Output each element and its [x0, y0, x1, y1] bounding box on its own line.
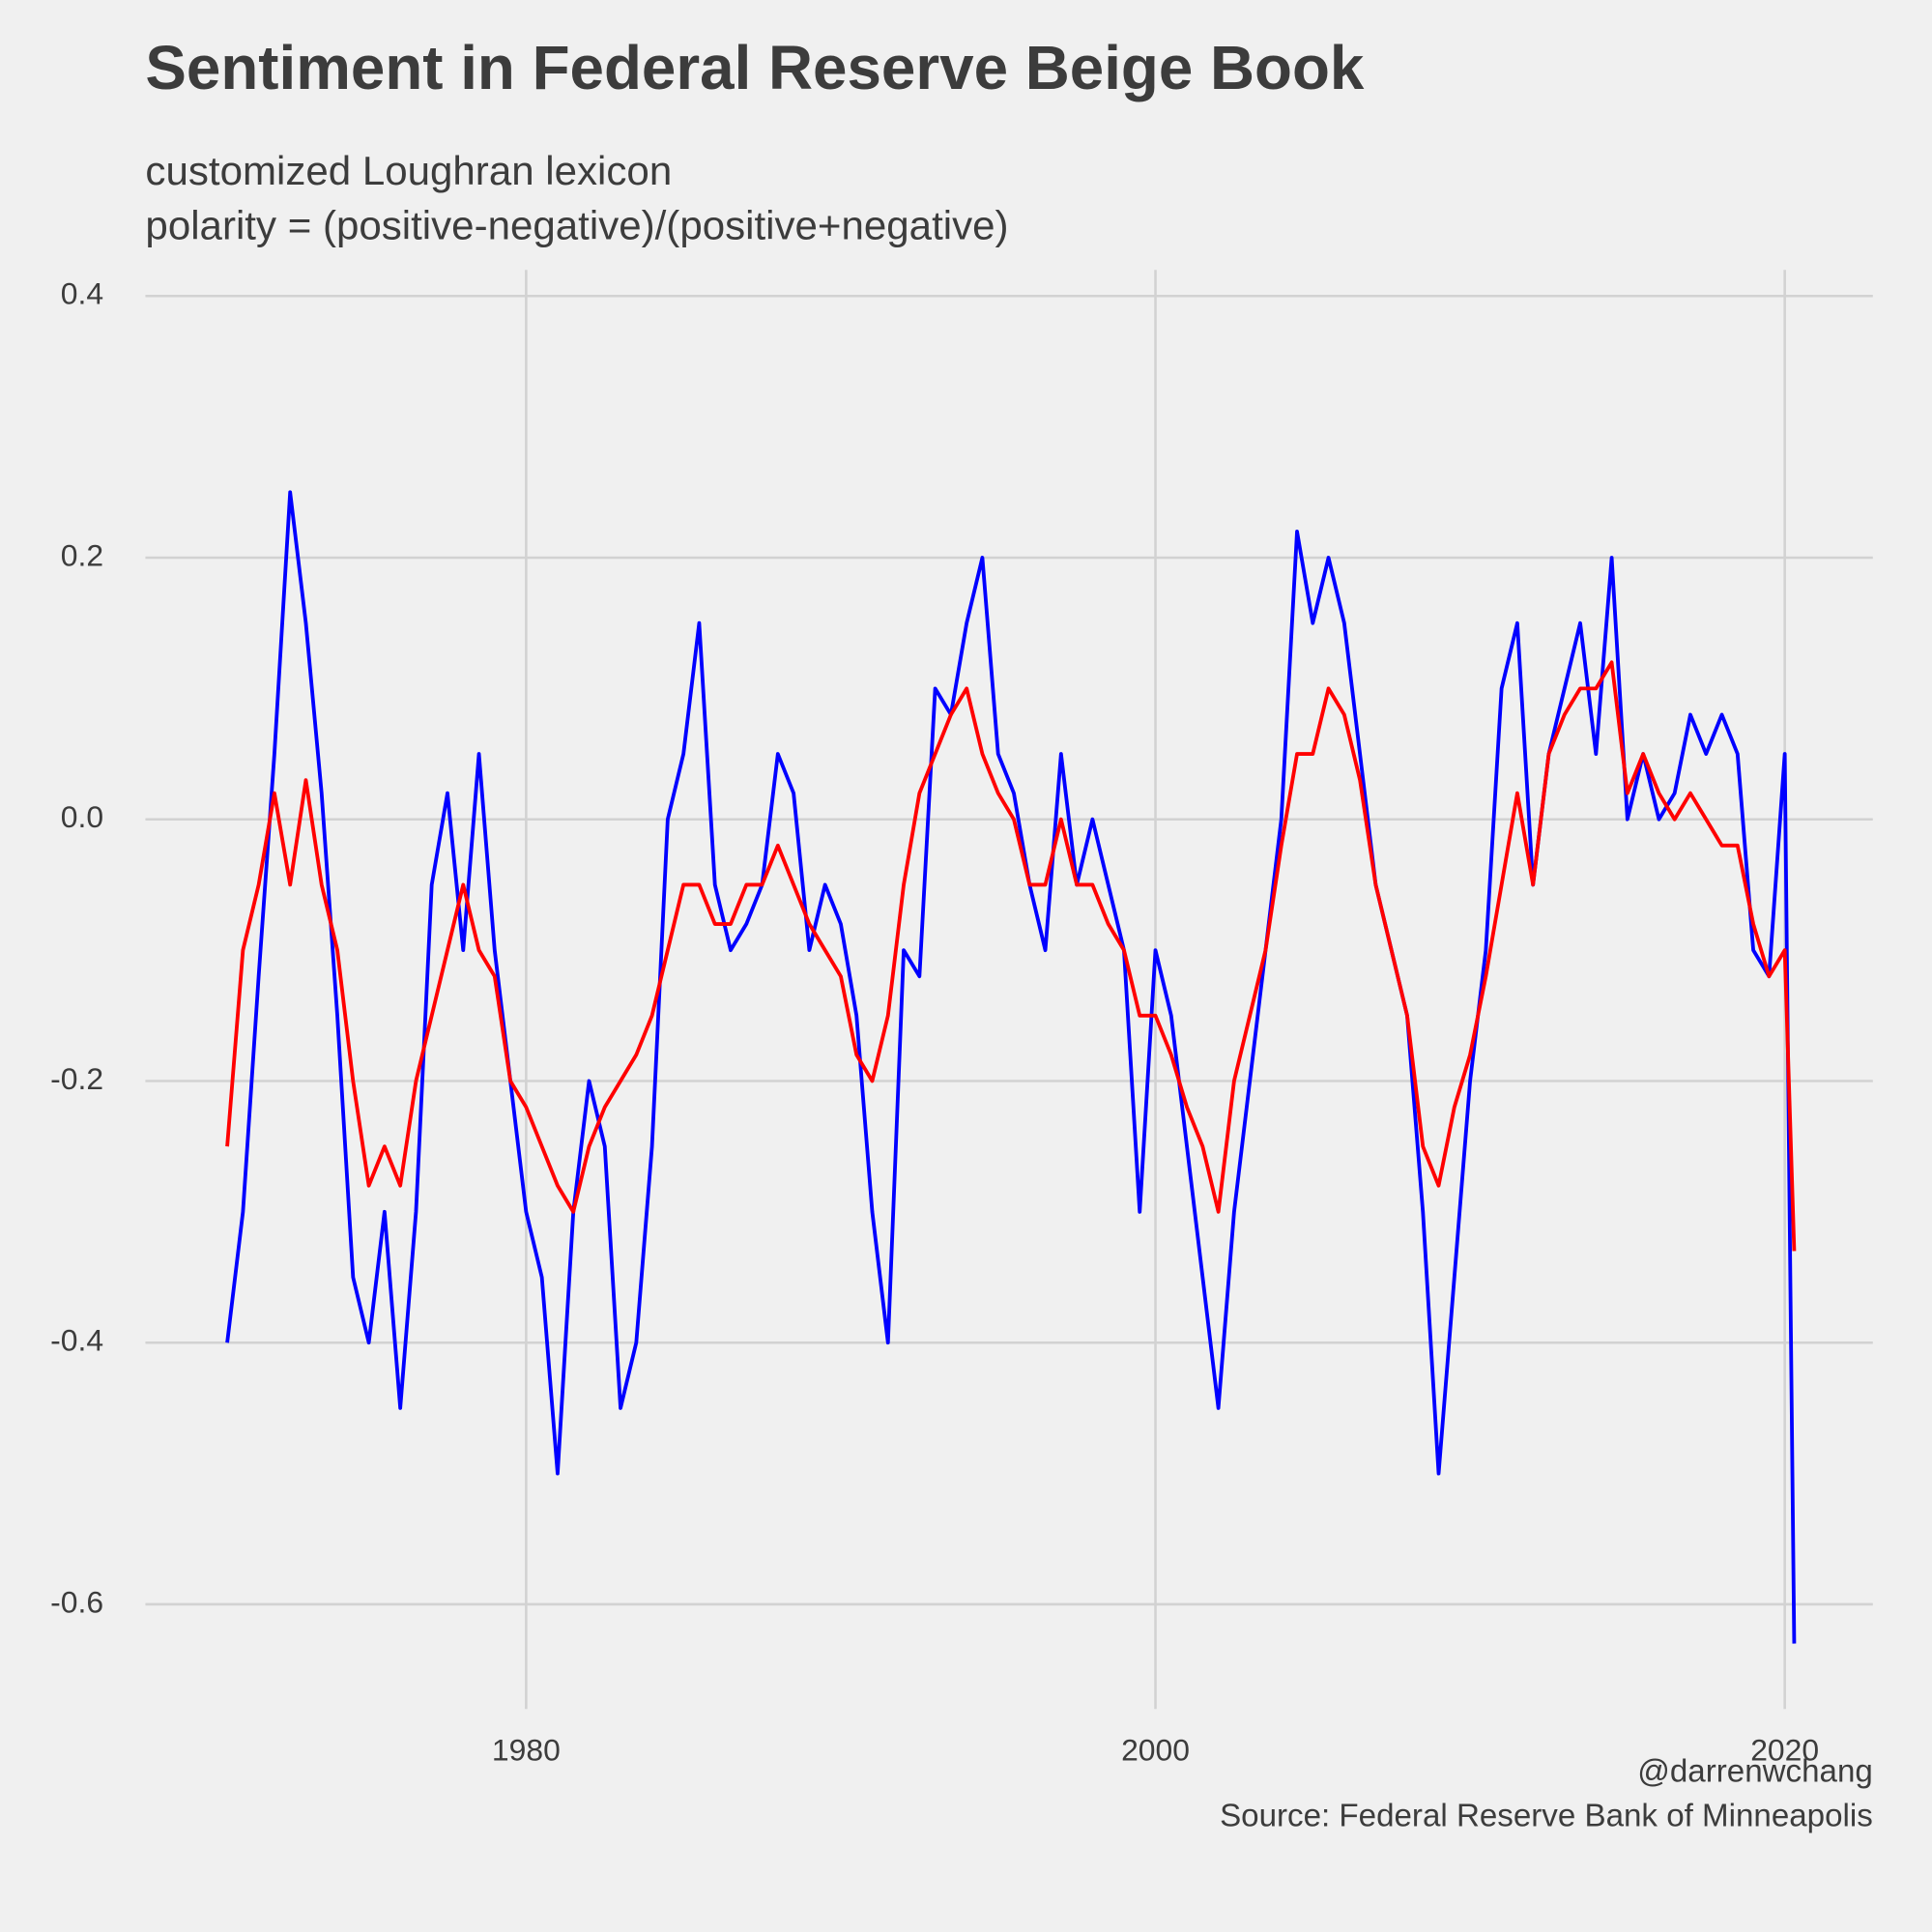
y-tick-label: -0.6 — [50, 1584, 103, 1619]
y-tick-label: 0.0 — [61, 799, 103, 834]
caption: @darrenwchang — [1637, 1753, 1873, 1789]
chart-title: Sentiment in Federal Reserve Beige Book — [145, 33, 1364, 102]
x-tick-label: 2020 — [1750, 1732, 1819, 1767]
y-tick-label: 0.4 — [61, 276, 103, 311]
y-tick-label: -0.4 — [50, 1323, 103, 1358]
x-tick-label: 2000 — [1121, 1732, 1190, 1767]
chart-subtitle: polarity = (positive-negative)/(positive… — [145, 202, 1008, 247]
y-tick-label: -0.2 — [50, 1061, 103, 1096]
x-tick-label: 1980 — [492, 1732, 561, 1767]
y-tick-label: 0.2 — [61, 537, 103, 572]
chart-subtitle: customized Loughran lexicon — [145, 148, 672, 193]
caption: Source: Federal Reserve Bank of Minneapo… — [1220, 1798, 1873, 1833]
series-line — [225, 660, 1797, 1252]
